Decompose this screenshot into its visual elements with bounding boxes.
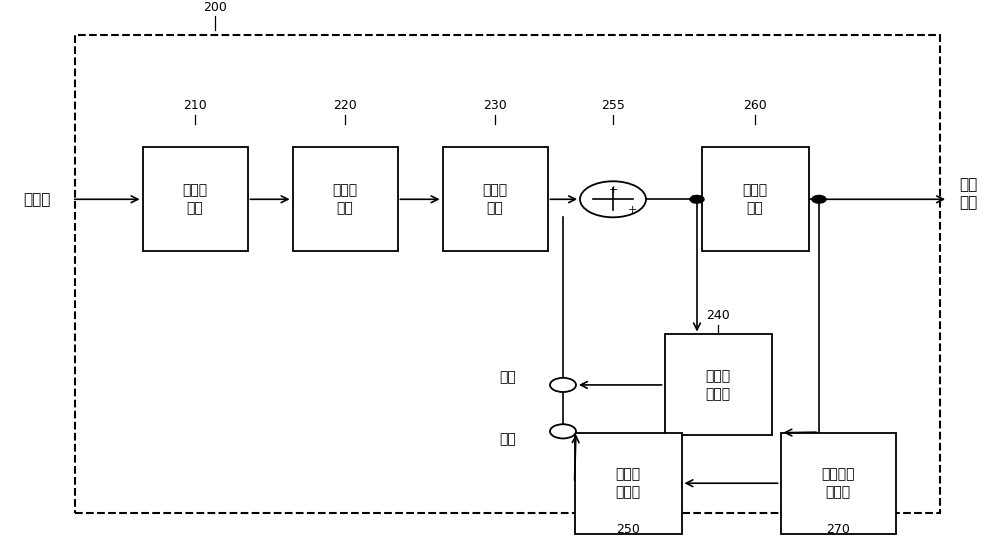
Bar bbox=[664, 334, 772, 436]
Text: 帧内预
测单元: 帧内预 测单元 bbox=[705, 369, 731, 401]
Text: 重建
画面: 重建 画面 bbox=[959, 177, 977, 211]
Circle shape bbox=[550, 424, 576, 438]
Bar bbox=[574, 432, 682, 534]
Text: 帧间: 帧间 bbox=[500, 432, 516, 447]
Text: 逆变换
单元: 逆变换 单元 bbox=[482, 183, 508, 216]
Text: 270: 270 bbox=[826, 523, 850, 536]
Text: 参考画面
缓冲器: 参考画面 缓冲器 bbox=[821, 467, 855, 500]
Text: 255: 255 bbox=[601, 99, 625, 112]
Circle shape bbox=[812, 195, 826, 203]
Text: 滤波器
单元: 滤波器 单元 bbox=[742, 183, 768, 216]
Text: 230: 230 bbox=[483, 99, 507, 112]
Text: 熵解码
单元: 熵解码 单元 bbox=[182, 183, 208, 216]
Text: 250: 250 bbox=[616, 523, 640, 536]
Text: 帧内: 帧内 bbox=[500, 370, 516, 384]
Text: 240: 240 bbox=[706, 309, 730, 322]
Bar bbox=[442, 147, 548, 251]
Circle shape bbox=[550, 378, 576, 392]
Circle shape bbox=[580, 181, 646, 217]
Text: 反量化
单元: 反量化 单元 bbox=[332, 183, 358, 216]
Text: 260: 260 bbox=[743, 99, 767, 112]
Bar bbox=[292, 147, 398, 251]
Text: 200: 200 bbox=[203, 1, 227, 14]
Text: +: + bbox=[608, 185, 618, 195]
Text: +: + bbox=[628, 205, 637, 215]
Text: 运动补
偿单元: 运动补 偿单元 bbox=[615, 467, 641, 500]
Circle shape bbox=[690, 195, 704, 203]
Text: 比特流: 比特流 bbox=[23, 192, 51, 207]
Bar bbox=[75, 35, 940, 513]
Bar bbox=[143, 147, 248, 251]
Text: 220: 220 bbox=[333, 99, 357, 112]
Text: 210: 210 bbox=[183, 99, 207, 112]
Bar bbox=[702, 147, 808, 251]
Bar bbox=[780, 432, 896, 534]
